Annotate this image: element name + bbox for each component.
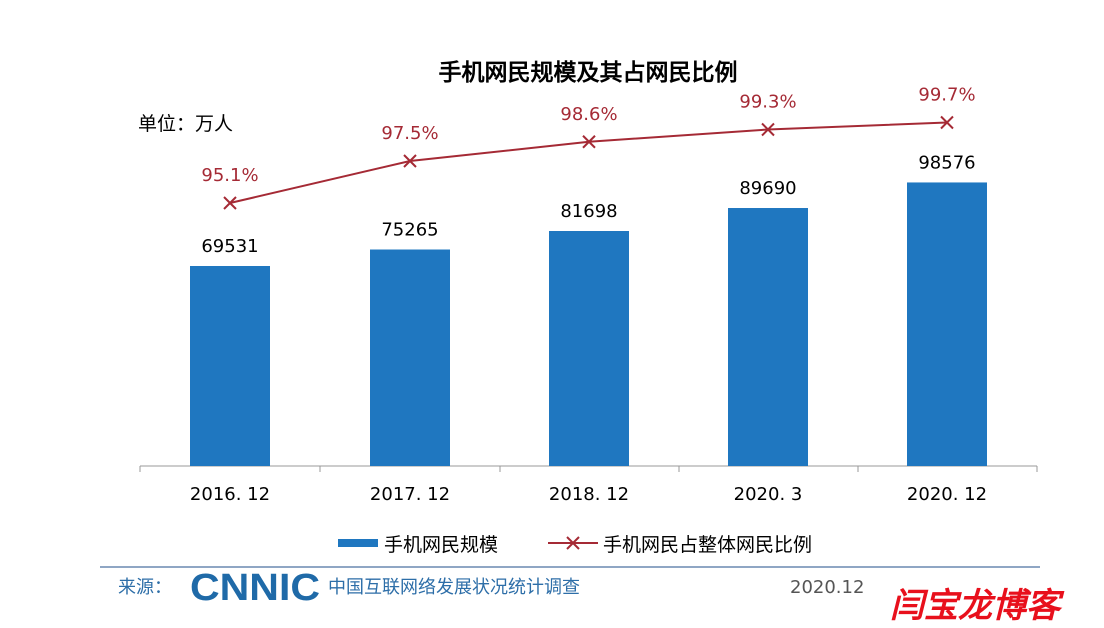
cnnic-logo: CNNIC	[190, 567, 320, 609]
line-marker	[761, 122, 775, 137]
ratio-line	[229, 121, 948, 204]
bar-value-label: 81698	[560, 201, 617, 222]
legend-bar-label: 手机网民规模	[384, 534, 498, 556]
line-value-label: 99.7%	[918, 85, 975, 106]
bar	[370, 249, 450, 466]
bar	[907, 182, 987, 466]
x-tick-label: 2020. 12	[907, 484, 987, 505]
legend-line-marker	[566, 536, 580, 550]
chart-title: 手机网民规模及其占网民比例	[439, 60, 738, 86]
bar-value-label: 69531	[201, 236, 258, 257]
unit-label: 单位：万人	[138, 113, 233, 135]
legend-line-label: 手机网民占整体网民比例	[603, 534, 812, 556]
line-value-label: 98.6%	[560, 104, 617, 125]
footer-date: 2020.12	[790, 577, 864, 598]
bar	[728, 208, 808, 467]
x-tick-label: 2020. 3	[734, 484, 803, 505]
line-marker	[403, 154, 417, 168]
bar-value-label: 75265	[381, 220, 438, 241]
line-value-label: 95.1%	[201, 165, 258, 186]
line-marker	[940, 115, 954, 130]
line-marker	[223, 196, 237, 210]
bar-value-label: 98576	[918, 152, 975, 173]
source-label: 来源：	[118, 577, 172, 598]
watermark-text: 闫宝龙博客	[890, 586, 1065, 626]
bar	[190, 266, 270, 466]
legend-bar-swatch	[338, 539, 378, 547]
line-value-label: 99.3%	[739, 92, 796, 113]
legend: 手机网民规模 手机网民占整体网民比例	[338, 534, 812, 556]
x-tick-label: 2017. 12	[370, 484, 450, 505]
x-tick-label: 2016. 12	[190, 484, 270, 505]
line-value-label: 97.5%	[381, 123, 438, 144]
source-text: 中国互联网络发展状况统计调查	[328, 577, 580, 598]
x-tick-label: 2018. 12	[549, 484, 629, 505]
bar	[549, 231, 629, 466]
bar-value-label: 89690	[739, 178, 796, 199]
line-marker	[582, 135, 596, 149]
